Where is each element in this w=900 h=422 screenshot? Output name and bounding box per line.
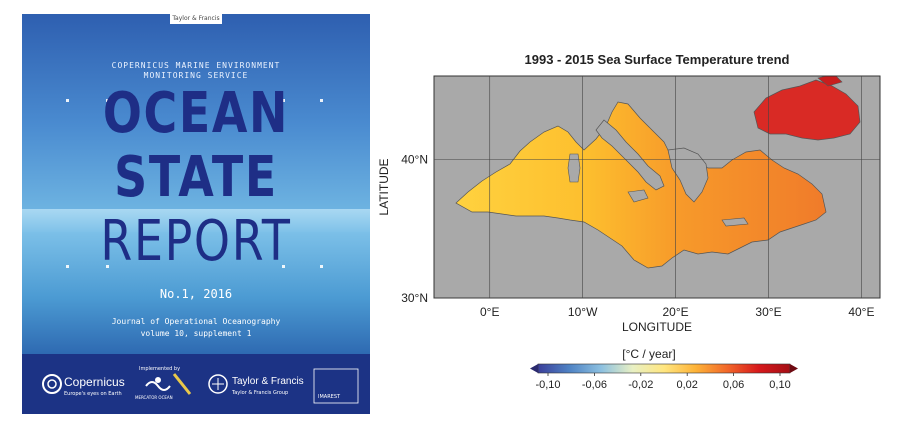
azov-sea-region (817, 76, 843, 87)
sst-trend-chart: 1993 - 2015 Sea Surface Temperature tren… (372, 42, 892, 422)
service-line-2: MONITORING SERVICE (143, 71, 249, 80)
report-cover: Taylor & Francis COPERNICUS MARINE ENVIR… (22, 14, 370, 414)
copernicus-logo-text: Copernicus (64, 375, 125, 389)
colorbar-tick-label: -0,06 (582, 379, 607, 391)
cover-title-ocean: OCEAN (102, 81, 290, 146)
taylor-francis-logo-text: Taylor & Francis (232, 376, 304, 387)
sicily-island (627, 189, 649, 203)
x-tick-label: 20°E (663, 305, 689, 319)
service-line-1: COPERNICUS MARINE ENVIRONMENT (111, 61, 281, 70)
cover-title-report: REPORT (100, 209, 292, 274)
italy-landmass (595, 119, 665, 191)
crete-island (721, 217, 749, 227)
issue-number: No.1, 2016 (159, 287, 233, 301)
colorbar-max-arrow-icon (790, 364, 798, 373)
mercator-logo-text: MERCATOR OCEAN (135, 395, 173, 400)
cover-background (22, 14, 370, 414)
x-axis-ticks: 0°E 10°W 20°E 30°E 40°E (480, 305, 874, 319)
separator-line-icon (172, 373, 192, 395)
imarest-logo-text: IMAREST (318, 394, 341, 400)
y-axis-label: LATITUDE (377, 158, 391, 215)
copernicus-tagline: Europe's eyes on Earth (64, 391, 122, 397)
journal-line-1: Journal of Operational Oceanography (111, 317, 281, 326)
map-gridlines (434, 76, 880, 299)
taylor-francis-logo-icon (208, 374, 228, 394)
x-tick-label: 30°E (755, 305, 781, 319)
cover-dots (66, 99, 323, 268)
mercator-logo-icon (145, 377, 171, 391)
x-tick-label: 10°W (568, 305, 598, 319)
copernicus-logo-icon (42, 374, 62, 394)
colorbar (530, 363, 798, 374)
x-tick-label: 0°E (480, 305, 499, 319)
x-tick-label: 40°E (848, 305, 874, 319)
colorbar-tick-label: 0,02 (676, 379, 697, 391)
colorbar-min-arrow-icon (530, 364, 538, 373)
y-axis-ticks: 30°N 40°N (401, 152, 428, 305)
colorbar-ticks: -0,10 -0,06 -0,02 0,02 0,06 0,10 (535, 373, 791, 391)
cover-title-state: STATE (114, 145, 278, 210)
imarest-logo-icon (313, 368, 359, 404)
sardinia-island (567, 153, 581, 183)
colorbar-bar (537, 363, 791, 374)
chart-canvas: 0°E 10°W 20°E 30°E 40°E 30°N 40°N LONGITUDE L… (377, 75, 881, 391)
colorbar-tick-label: -0,10 (535, 379, 560, 391)
x-axis-label: LONGITUDE (622, 320, 692, 334)
journal-line-2: volume 10, supplement 1 (140, 329, 252, 338)
colorbar-tick-label: 0,06 (723, 379, 744, 391)
chart-title: 1993 - 2015 Sea Surface Temperature tren… (524, 52, 790, 67)
black-sea-region (753, 79, 861, 141)
y-tick-label: 30°N (401, 291, 428, 305)
implemented-by-label: Implemented by (139, 366, 181, 372)
colorbar-unit-label: [°C / year] (622, 347, 675, 361)
mediterranean-sea-region (455, 101, 827, 269)
greece-landmass (667, 147, 709, 203)
colorbar-tick-label: -0,02 (628, 379, 653, 391)
colorbar-tick-label: 0,10 (769, 379, 790, 391)
y-tick-label: 40°N (401, 152, 428, 166)
taylor-francis-group-text: Taylor & Francis Group (232, 390, 289, 396)
publisher-tag: Taylor & Francis (170, 14, 222, 24)
